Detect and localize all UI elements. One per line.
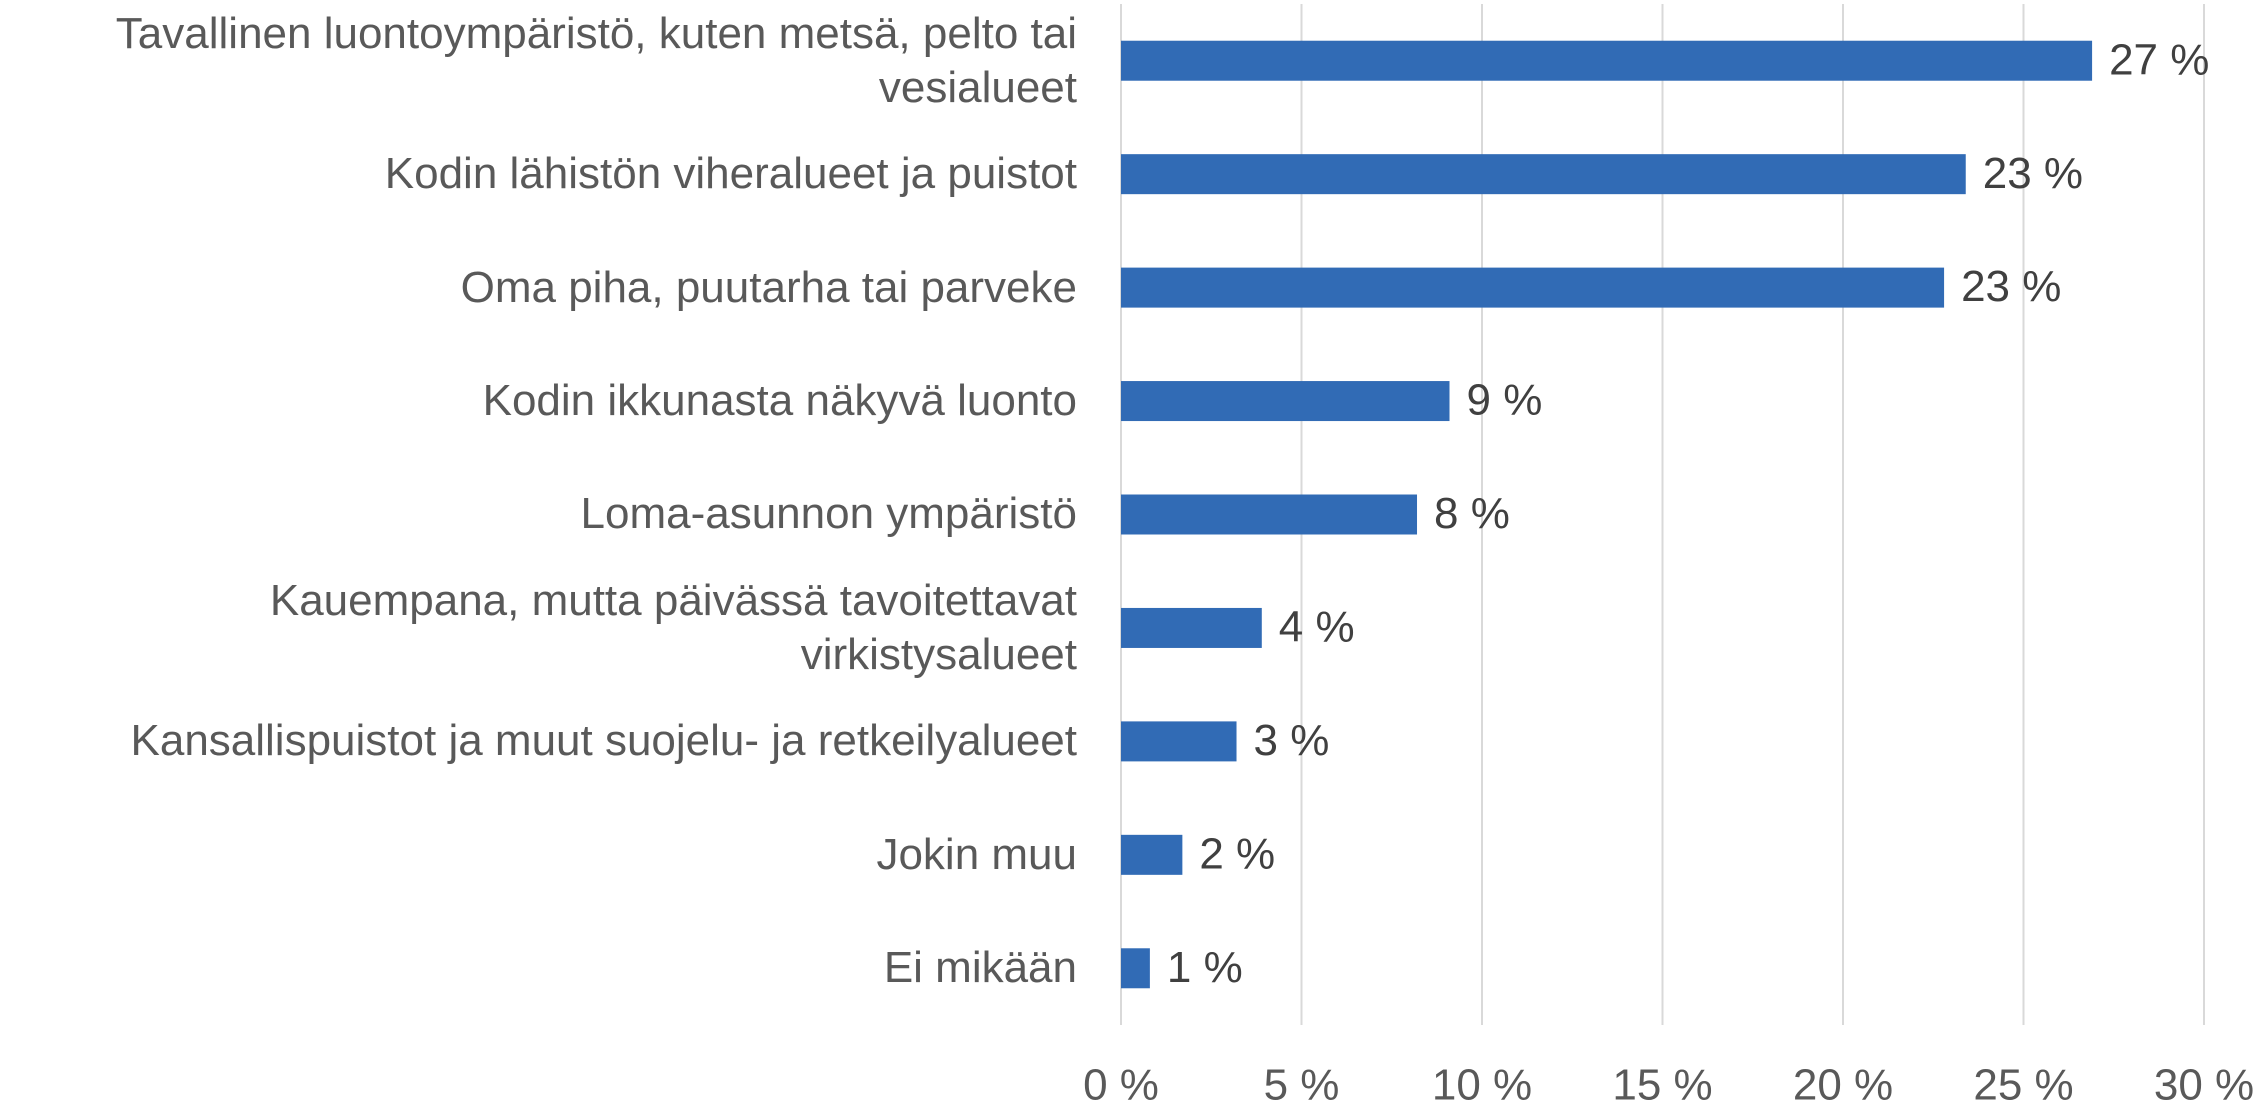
x-tick-label: 30 % xyxy=(2154,1061,2254,1110)
y-tick-label: Kodin ikkunasta näkyvä luonto xyxy=(482,376,1077,426)
value-label: 9 % xyxy=(1467,376,1543,425)
y-tick-label: Kodin lähistön viheralueet ja puistot xyxy=(384,149,1077,199)
value-label: 4 % xyxy=(1279,603,1355,652)
bar xyxy=(1121,834,1183,875)
x-tick-label: 10 % xyxy=(1432,1061,1532,1110)
value-label: 27 % xyxy=(2109,35,2209,84)
x-tick-label: 15 % xyxy=(1612,1061,1712,1110)
x-tick-label: 20 % xyxy=(1793,1061,1893,1110)
value-label: 23 % xyxy=(1983,149,2083,198)
y-tick-label: Jokin muu xyxy=(876,829,1077,879)
y-tick-label: Loma-asunnon ympäristö xyxy=(580,489,1077,539)
y-tick-label: Ei mikään xyxy=(883,943,1077,993)
bar xyxy=(1121,40,2093,81)
bar xyxy=(1121,948,1150,989)
x-tick-label: 5 % xyxy=(1264,1061,1340,1110)
x-tick-label: 0 % xyxy=(1083,1061,1159,1110)
bar xyxy=(1121,494,1418,535)
value-label: 3 % xyxy=(1254,716,1330,765)
bar xyxy=(1121,607,1262,648)
value-label: 8 % xyxy=(1434,489,1510,538)
y-tick-label: Oma piha, puutarha tai parveke xyxy=(460,262,1077,312)
bar xyxy=(1121,381,1450,422)
x-tick-label: 25 % xyxy=(1973,1061,2073,1110)
value-label: 23 % xyxy=(1961,262,2061,311)
bar xyxy=(1121,721,1237,762)
y-tick-label: Kansallispuistot ja muut suojelu- ja ret… xyxy=(130,716,1078,766)
bar xyxy=(1121,154,1966,195)
bar xyxy=(1121,267,1945,308)
value-label: 1 % xyxy=(1167,943,1243,992)
y-tick-label: Tavallinen luontoympäristö, kuten metsä,… xyxy=(115,8,1077,112)
y-tick-label: Kauempana, mutta päivässä tavoitettavat … xyxy=(269,575,1077,679)
value-label: 2 % xyxy=(1199,829,1275,878)
